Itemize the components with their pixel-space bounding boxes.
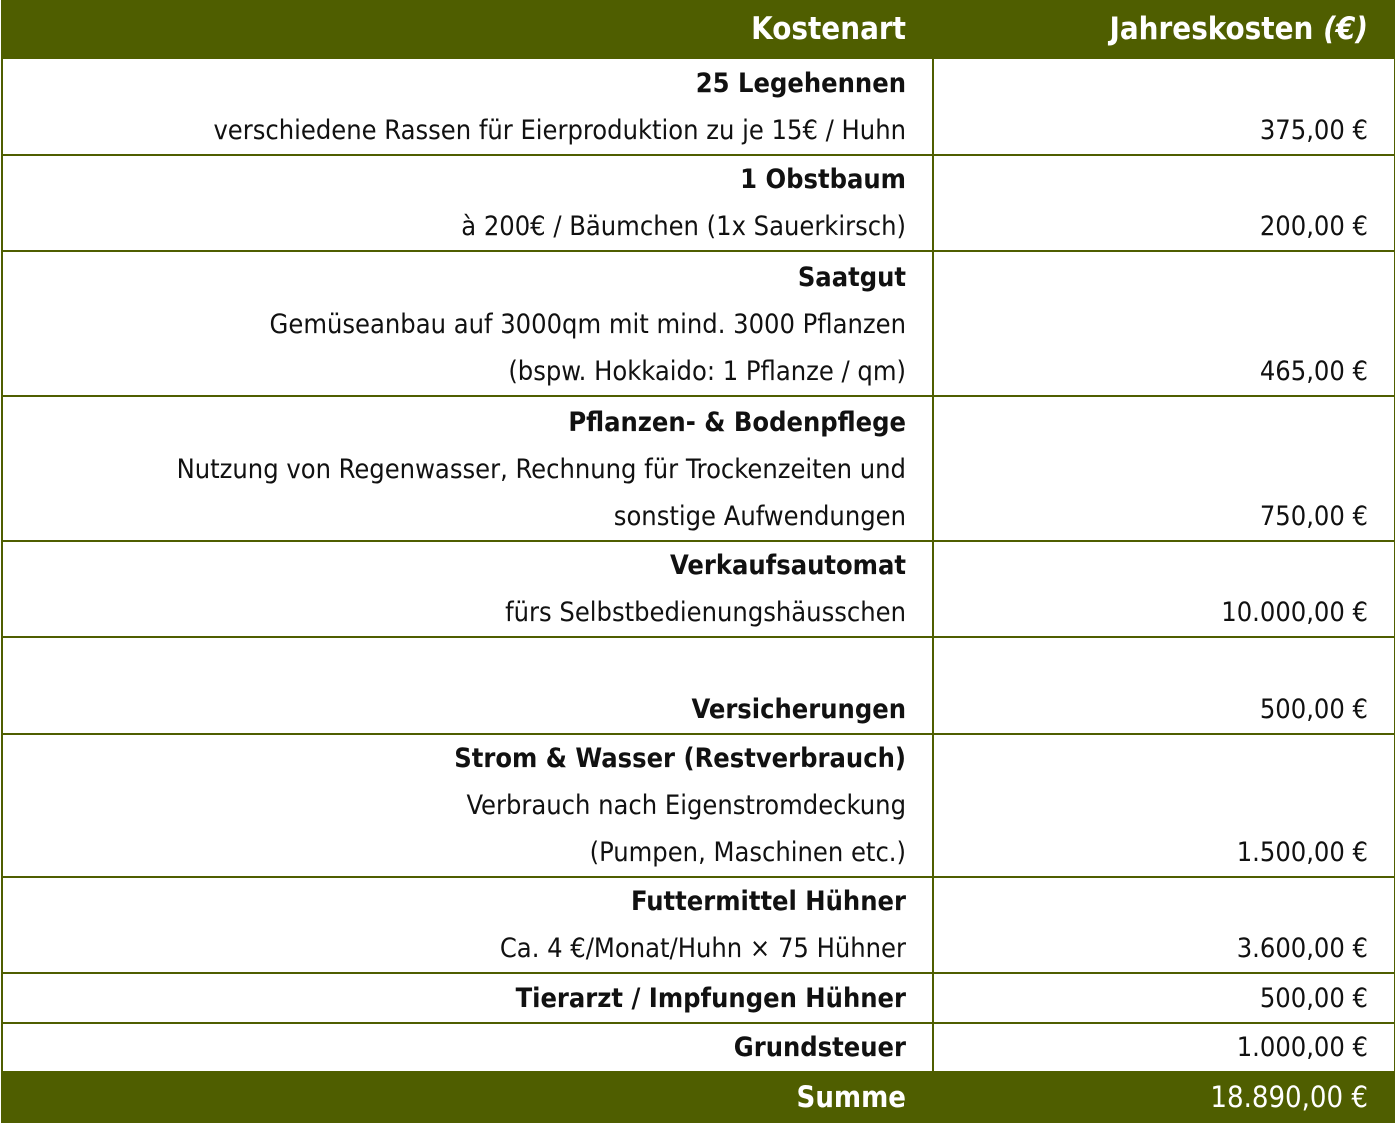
cost-row: Versicherungen 500,00 € (1, 636, 1395, 735)
cost-title: 1 Obstbaum (740, 164, 906, 195)
cost-row: Verkaufsautomat fürs Selbstbedienungshäus… (1, 540, 1395, 638)
cost-type-cell: Futtermittel Hühner Ca. 4 €/Monat/Huhn × … (1, 876, 934, 974)
cost-detail: (Pumpen, Maschinen etc.) (589, 837, 906, 868)
cost-title: Strom & Wasser (Restverbrauch) (454, 743, 906, 774)
cost-row: Futtermittel Hühner Ca. 4 €/Monat/Huhn × … (1, 876, 1395, 974)
cost-value-cell: 10.000,00 € (932, 540, 1395, 638)
cost-row: 25 Legehennen verschiedene Rassen für Eie… (1, 57, 1395, 156)
cost-title: Versicherungen (691, 694, 906, 725)
cost-value-cell: 3.600,00 € (932, 876, 1395, 974)
cost-value-cell: 1.000,00 € (932, 1022, 1395, 1073)
cost-title: Verkaufsautomat (670, 550, 906, 581)
cost-type-cell: Versicherungen (1, 636, 934, 735)
total-label-cell: Summe (1, 1071, 934, 1123)
cost-value-cell: 500,00 € (932, 636, 1395, 735)
header-cell: Jahreskosten (€) (932, 0, 1395, 59)
cost-value: 465,00 € (1259, 356, 1368, 387)
cost-row: 1 Obstbaum à 200€ / Bäumchen (1x Sauerkir… (1, 154, 1395, 252)
cost-detail: Ca. 4 €/Monat/Huhn × 75 Hühner (499, 933, 906, 964)
cost-value: 500,00 € (1259, 983, 1368, 1014)
cost-type-cell: 1 Obstbaum à 200€ / Bäumchen (1x Sauerkir… (1, 154, 934, 252)
cost-title: Futtermittel Hühner (630, 886, 906, 917)
cost-row: Strom & Wasser (Restverbrauch) Verbrauch … (1, 733, 1395, 878)
total-row: Summe 18.890,00 € (1, 1071, 1395, 1123)
cost-value: 3.600,00 € (1236, 933, 1368, 964)
cost-value: 200,00 € (1259, 211, 1368, 242)
cost-type-cell: Strom & Wasser (Restverbrauch) Verbrauch … (1, 733, 934, 878)
cost-value-cell: 200,00 € (932, 154, 1395, 252)
cost-title: Saatgut (797, 262, 906, 293)
cost-type-cell: Tierarzt / Impfungen Hühner (1, 972, 934, 1024)
cost-type-cell: Verkaufsautomat fürs Selbstbedienungshäus… (1, 540, 934, 638)
cost-type-cell: Pflanzen- & Bodenpflege Nutzung von Regen… (1, 395, 934, 542)
cost-title: Tierarzt / Impfungen Hühner (515, 983, 906, 1014)
total-value: 18.890,00 € (1210, 1079, 1368, 1114)
header-row: Kostenart Jahreskosten (€) (1, 0, 1395, 59)
cost-value: 750,00 € (1259, 501, 1368, 532)
cost-detail: sonstige Aufwendungen (613, 501, 906, 532)
cost-row: Grundsteuer 1.000,00 € (1, 1022, 1395, 1073)
cost-detail: fürs Selbstbedienungshäusschen (505, 597, 906, 628)
cost-value-cell: 500,00 € (932, 972, 1395, 1024)
cost-detail: à 200€ / Bäumchen (1x Sauerkirsch) (461, 211, 906, 242)
cost-value-cell: 1.500,00 € (932, 733, 1395, 878)
cost-value: 1.000,00 € (1236, 1032, 1368, 1063)
cost-value-cell: 465,00 € (932, 250, 1395, 397)
cost-value-cell: 375,00 € (932, 57, 1395, 156)
cost-detail: verschiedene Rassen für Eierproduktion z… (213, 115, 906, 146)
cost-value-cell: 750,00 € (932, 395, 1395, 542)
cost-title: Pflanzen- & Bodenpflege (568, 407, 906, 438)
cost-value: 500,00 € (1259, 694, 1368, 725)
header-text: Jahreskosten (1109, 11, 1314, 47)
header-text: Kostenart (751, 11, 906, 47)
cost-type-cell: Grundsteuer (1, 1022, 934, 1073)
cost-row: Tierarzt / Impfungen Hühner 500,00 € (1, 972, 1395, 1024)
cost-value: 375,00 € (1259, 115, 1368, 146)
cost-row: Pflanzen- & Bodenpflege Nutzung von Regen… (1, 395, 1395, 542)
cost-detail: (bspw. Hokkaido: 1 Pflanze / qm) (508, 356, 906, 387)
total-label: Summe (796, 1079, 906, 1114)
header-unit: (€) (1323, 11, 1368, 47)
cost-title: 25 Legehennen (695, 68, 906, 99)
cost-type-cell: 25 Legehennen verschiedene Rassen für Eie… (1, 57, 934, 156)
cost-row: Saatgut Gemüseanbau auf 3000qm mit mind. … (1, 250, 1395, 397)
cost-detail: Verbrauch nach Eigenstromdeckung (466, 790, 907, 821)
cost-value: 10.000,00 € (1221, 597, 1368, 628)
cost-detail: Gemüseanbau auf 3000qm mit mind. 3000 Pf… (269, 309, 906, 340)
header-cell: Kostenart (1, 0, 934, 59)
cost-value: 1.500,00 € (1236, 837, 1368, 868)
cost-title: Grundsteuer (733, 1032, 906, 1063)
cost-detail: Nutzung von Regenwasser, Rechnung für Tr… (176, 454, 906, 485)
cost-type-cell: Saatgut Gemüseanbau auf 3000qm mit mind. … (1, 250, 934, 397)
total-value-cell: 18.890,00 € (932, 1071, 1395, 1123)
